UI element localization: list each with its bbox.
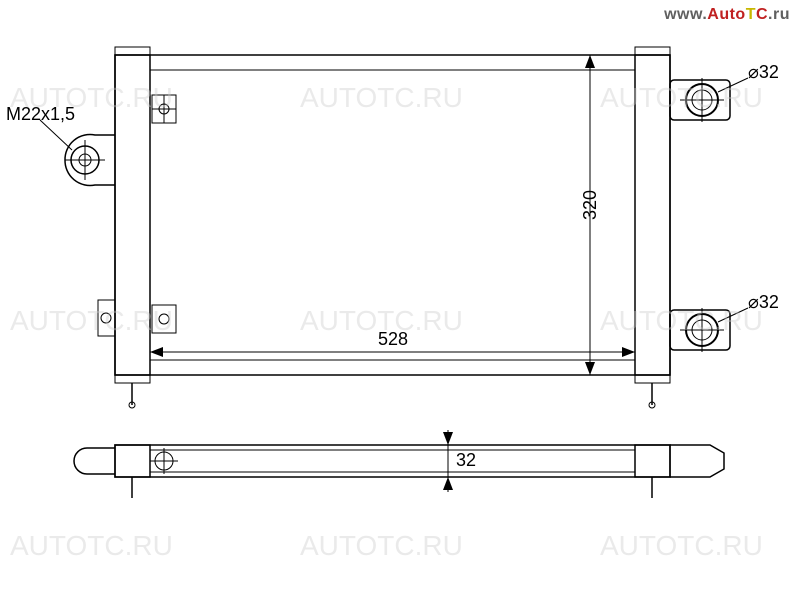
url-prefix: www. [664,6,707,23]
label-dia-top: ⌀32 [748,62,779,82]
diagram-svg: M22x1,5 ⌀32 ⌀32 320 528 32 [0,0,800,600]
url-suffix: .ru [768,6,790,23]
radiator-core-inner [150,70,635,360]
label-thread: M22x1,5 [6,104,75,124]
right-tank [635,55,670,375]
left-tank [115,55,150,375]
label-height: 320 [580,190,600,220]
label-dia-bot: ⌀32 [748,292,779,312]
url-a: Auto [707,6,745,23]
url-t: T [746,6,756,23]
outlet-bottom [670,308,748,352]
mount-tab [98,300,115,336]
url-c: C [756,6,768,23]
side-view [74,445,724,498]
label-width: 528 [378,329,408,349]
outlet-top [670,78,748,122]
label-thickness: 32 [456,450,476,470]
source-url: www.AutoTC.ru [664,6,790,24]
thread-boss [40,120,115,186]
